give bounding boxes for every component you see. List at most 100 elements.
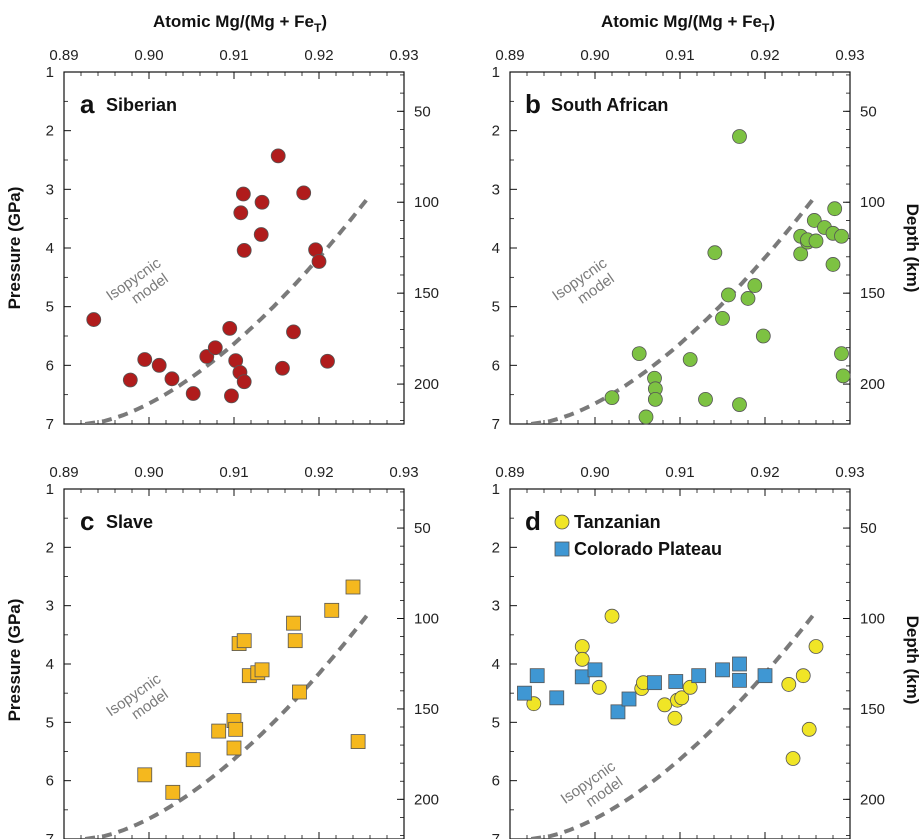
data-point-siberian <box>254 194 270 210</box>
data-point-south-african <box>755 328 771 344</box>
y-tick-label: 7 <box>46 831 54 839</box>
y-tick-label: 3 <box>46 598 54 615</box>
data-point-south-african <box>793 246 809 262</box>
data-point-colorado-plateau <box>668 674 684 689</box>
data-point-siberian <box>151 357 167 373</box>
data-point-siberian <box>222 320 238 336</box>
y2-tick-label: 100 <box>414 194 439 211</box>
y-tick-label: 5 <box>492 299 500 316</box>
y-tick-label: 5 <box>492 714 500 731</box>
data-point-south-african <box>827 201 843 217</box>
data-point-siberian <box>233 205 249 221</box>
data-point-tanzanian <box>591 679 607 695</box>
data-point-south-african <box>740 291 756 306</box>
data-point-south-african <box>806 213 822 228</box>
data-point-colorado-plateau <box>621 691 637 707</box>
data-point-slave <box>226 740 242 756</box>
y-tick-label: 4 <box>492 656 500 673</box>
y2-tick-label: 200 <box>860 791 885 808</box>
data-point-colorado-plateau <box>587 662 603 678</box>
x-tick-label: 0.93 <box>835 464 864 481</box>
y-tick-label: 3 <box>492 598 500 615</box>
data-point-siberian <box>275 360 290 376</box>
top-axis-title-left: Atomic Mg/(Mg + FeT) <box>153 12 327 35</box>
data-point-tanzanian <box>808 639 824 654</box>
data-point-south-african <box>638 409 654 425</box>
data-point-colorado-plateau <box>549 690 565 706</box>
panel-label: Siberian <box>106 95 177 115</box>
data-point-siberian <box>286 324 301 340</box>
legend-label: Tanzanian <box>574 512 661 532</box>
x-tick-label: 0.89 <box>49 47 78 64</box>
data-point-south-african <box>732 129 747 144</box>
y-tick-label: 6 <box>46 357 54 374</box>
data-point-siberian <box>270 148 286 164</box>
legend-marker-tanzanian <box>554 514 570 530</box>
x-tick-label: 0.90 <box>580 464 609 481</box>
x-tick-label: 0.93 <box>389 464 418 481</box>
legend-label: Colorado Plateau <box>574 539 722 559</box>
data-point-siberian <box>224 388 239 404</box>
x-tick-label: 0.93 <box>835 47 864 64</box>
data-point-tanzanian <box>657 697 673 713</box>
panel-letter: b <box>525 89 541 119</box>
data-point-slave <box>286 615 301 631</box>
data-point-south-african <box>604 390 620 406</box>
data-point-south-african <box>747 278 763 293</box>
y-tick-label: 2 <box>46 123 54 140</box>
data-point-slave <box>254 662 270 678</box>
x-tick-label: 0.92 <box>304 47 333 64</box>
data-point-siberian <box>296 185 312 201</box>
data-point-slave <box>324 602 340 618</box>
x-tick-label: 0.91 <box>665 464 694 481</box>
data-point-slave <box>137 767 153 783</box>
data-point-south-african <box>647 391 663 407</box>
data-point-south-african <box>825 257 841 272</box>
data-point-slave <box>292 684 307 700</box>
left-axis-title-top: Pressure (GPa) <box>5 187 24 310</box>
data-point-south-african <box>834 346 849 362</box>
panel-label: South African <box>551 95 668 115</box>
x-tick-label: 0.89 <box>495 464 524 481</box>
data-point-colorado-plateau <box>529 668 545 684</box>
y-tick-label: 5 <box>46 714 54 731</box>
data-point-siberian <box>311 254 327 269</box>
y-tick-label: 3 <box>492 181 500 198</box>
y-tick-label: 7 <box>492 416 500 433</box>
data-point-slave <box>165 784 181 800</box>
panel-label: Slave <box>106 512 153 532</box>
top-axis-title-right: Atomic Mg/(Mg + FeT) <box>601 12 775 35</box>
y2-tick-label: 150 <box>414 701 439 718</box>
plot-frame <box>63 488 405 839</box>
data-point-south-african <box>732 397 747 413</box>
x-tick-label: 0.93 <box>389 47 418 64</box>
y2-tick-label: 200 <box>414 376 439 393</box>
y-tick-label: 2 <box>492 539 500 556</box>
x-tick-label: 0.91 <box>219 47 248 64</box>
data-point-colorado-plateau <box>691 668 707 684</box>
y-tick-label: 1 <box>46 64 54 81</box>
y-tick-label: 1 <box>46 481 54 498</box>
data-point-colorado-plateau <box>715 662 730 678</box>
left-axis-title-bottom: Pressure (GPa) <box>5 599 24 722</box>
isopycnic-model-curve <box>530 193 818 424</box>
data-point-siberian <box>207 340 223 356</box>
y-tick-label: 1 <box>492 64 500 81</box>
legend-marker-colorado-plateau <box>554 541 570 557</box>
data-point-south-african <box>721 287 736 303</box>
panel-letter: a <box>80 89 95 119</box>
data-point-south-african <box>707 245 723 261</box>
data-point-tanzanian <box>667 710 683 726</box>
data-point-siberian <box>320 353 335 369</box>
x-tick-label: 0.91 <box>665 47 694 64</box>
data-point-tanzanian <box>795 668 811 684</box>
x-tick-label: 0.89 <box>495 47 524 64</box>
x-tick-label: 0.92 <box>750 464 779 481</box>
data-point-slave <box>345 579 361 595</box>
data-point-slave <box>287 633 303 649</box>
y-tick-label: 4 <box>492 240 500 257</box>
data-point-south-african <box>835 368 851 384</box>
x-tick-label: 0.90 <box>134 47 163 64</box>
y2-tick-label: 50 <box>414 103 431 120</box>
